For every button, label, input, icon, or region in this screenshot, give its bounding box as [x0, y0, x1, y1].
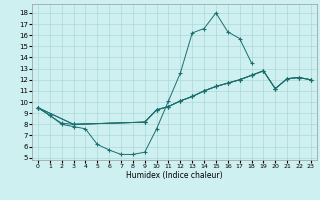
X-axis label: Humidex (Indice chaleur): Humidex (Indice chaleur) [126, 171, 223, 180]
